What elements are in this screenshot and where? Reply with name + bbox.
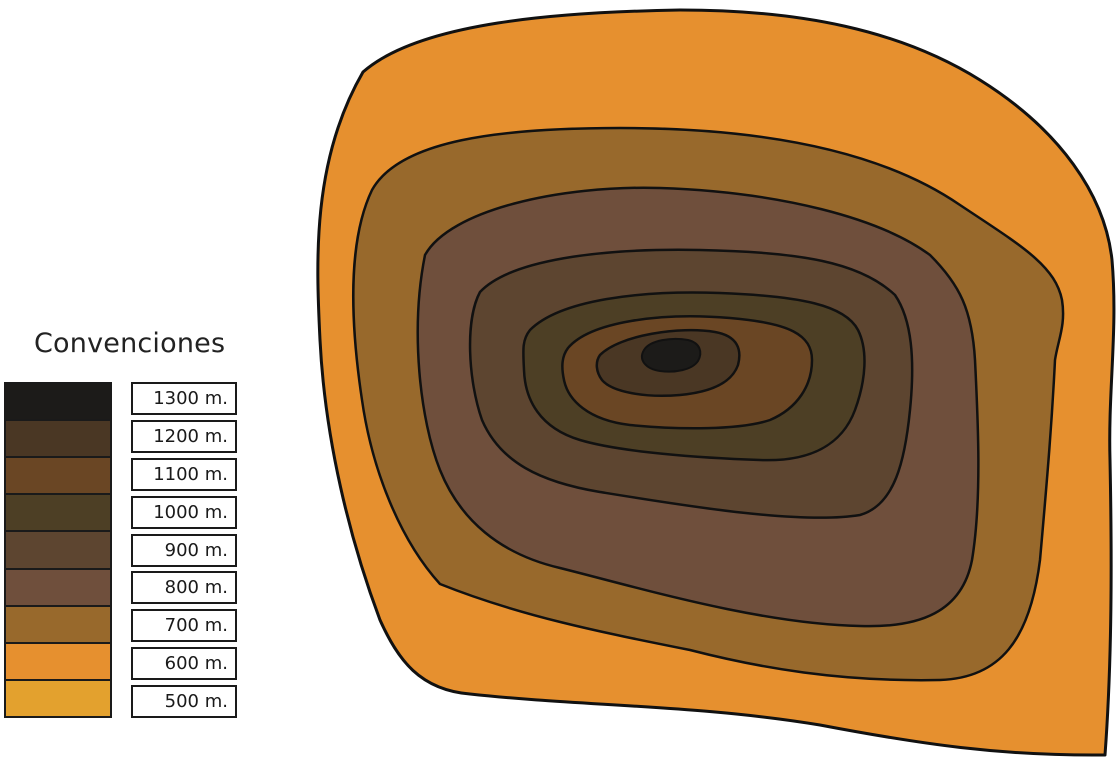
legend-swatch-1000 (6, 495, 110, 533)
legend-label-600: 600 m. (131, 647, 237, 681)
legend-swatch-500 (6, 680, 110, 716)
contour-1300m (641, 337, 702, 373)
legend-swatch-800 (6, 569, 110, 607)
legend-swatch-900 (6, 532, 110, 570)
legend-title: Convenciones (34, 328, 226, 359)
legend-swatches (4, 382, 112, 718)
legend-swatch-1100 (6, 458, 110, 496)
legend-label-900: 900 m. (131, 533, 237, 567)
legend-label-500: 500 m. (131, 685, 237, 718)
legend-label-1300: 1300 m. (131, 382, 237, 415)
legend-label-1200: 1200 m. (131, 419, 237, 453)
legend-label-1000: 1000 m. (131, 495, 237, 529)
legend-label-800: 800 m. (131, 571, 237, 605)
legend-label-1100: 1100 m. (131, 457, 237, 491)
legend-swatch-700 (6, 606, 110, 644)
legend-label-700: 700 m. (131, 609, 237, 643)
legend-swatch-1200 (6, 421, 110, 459)
legend-swatch-1300 (6, 384, 110, 422)
legend-swatch-600 (6, 643, 110, 681)
legend-labels: 1300 m. 1200 m. 1100 m. 1000 m. 900 m. 8… (131, 382, 237, 718)
